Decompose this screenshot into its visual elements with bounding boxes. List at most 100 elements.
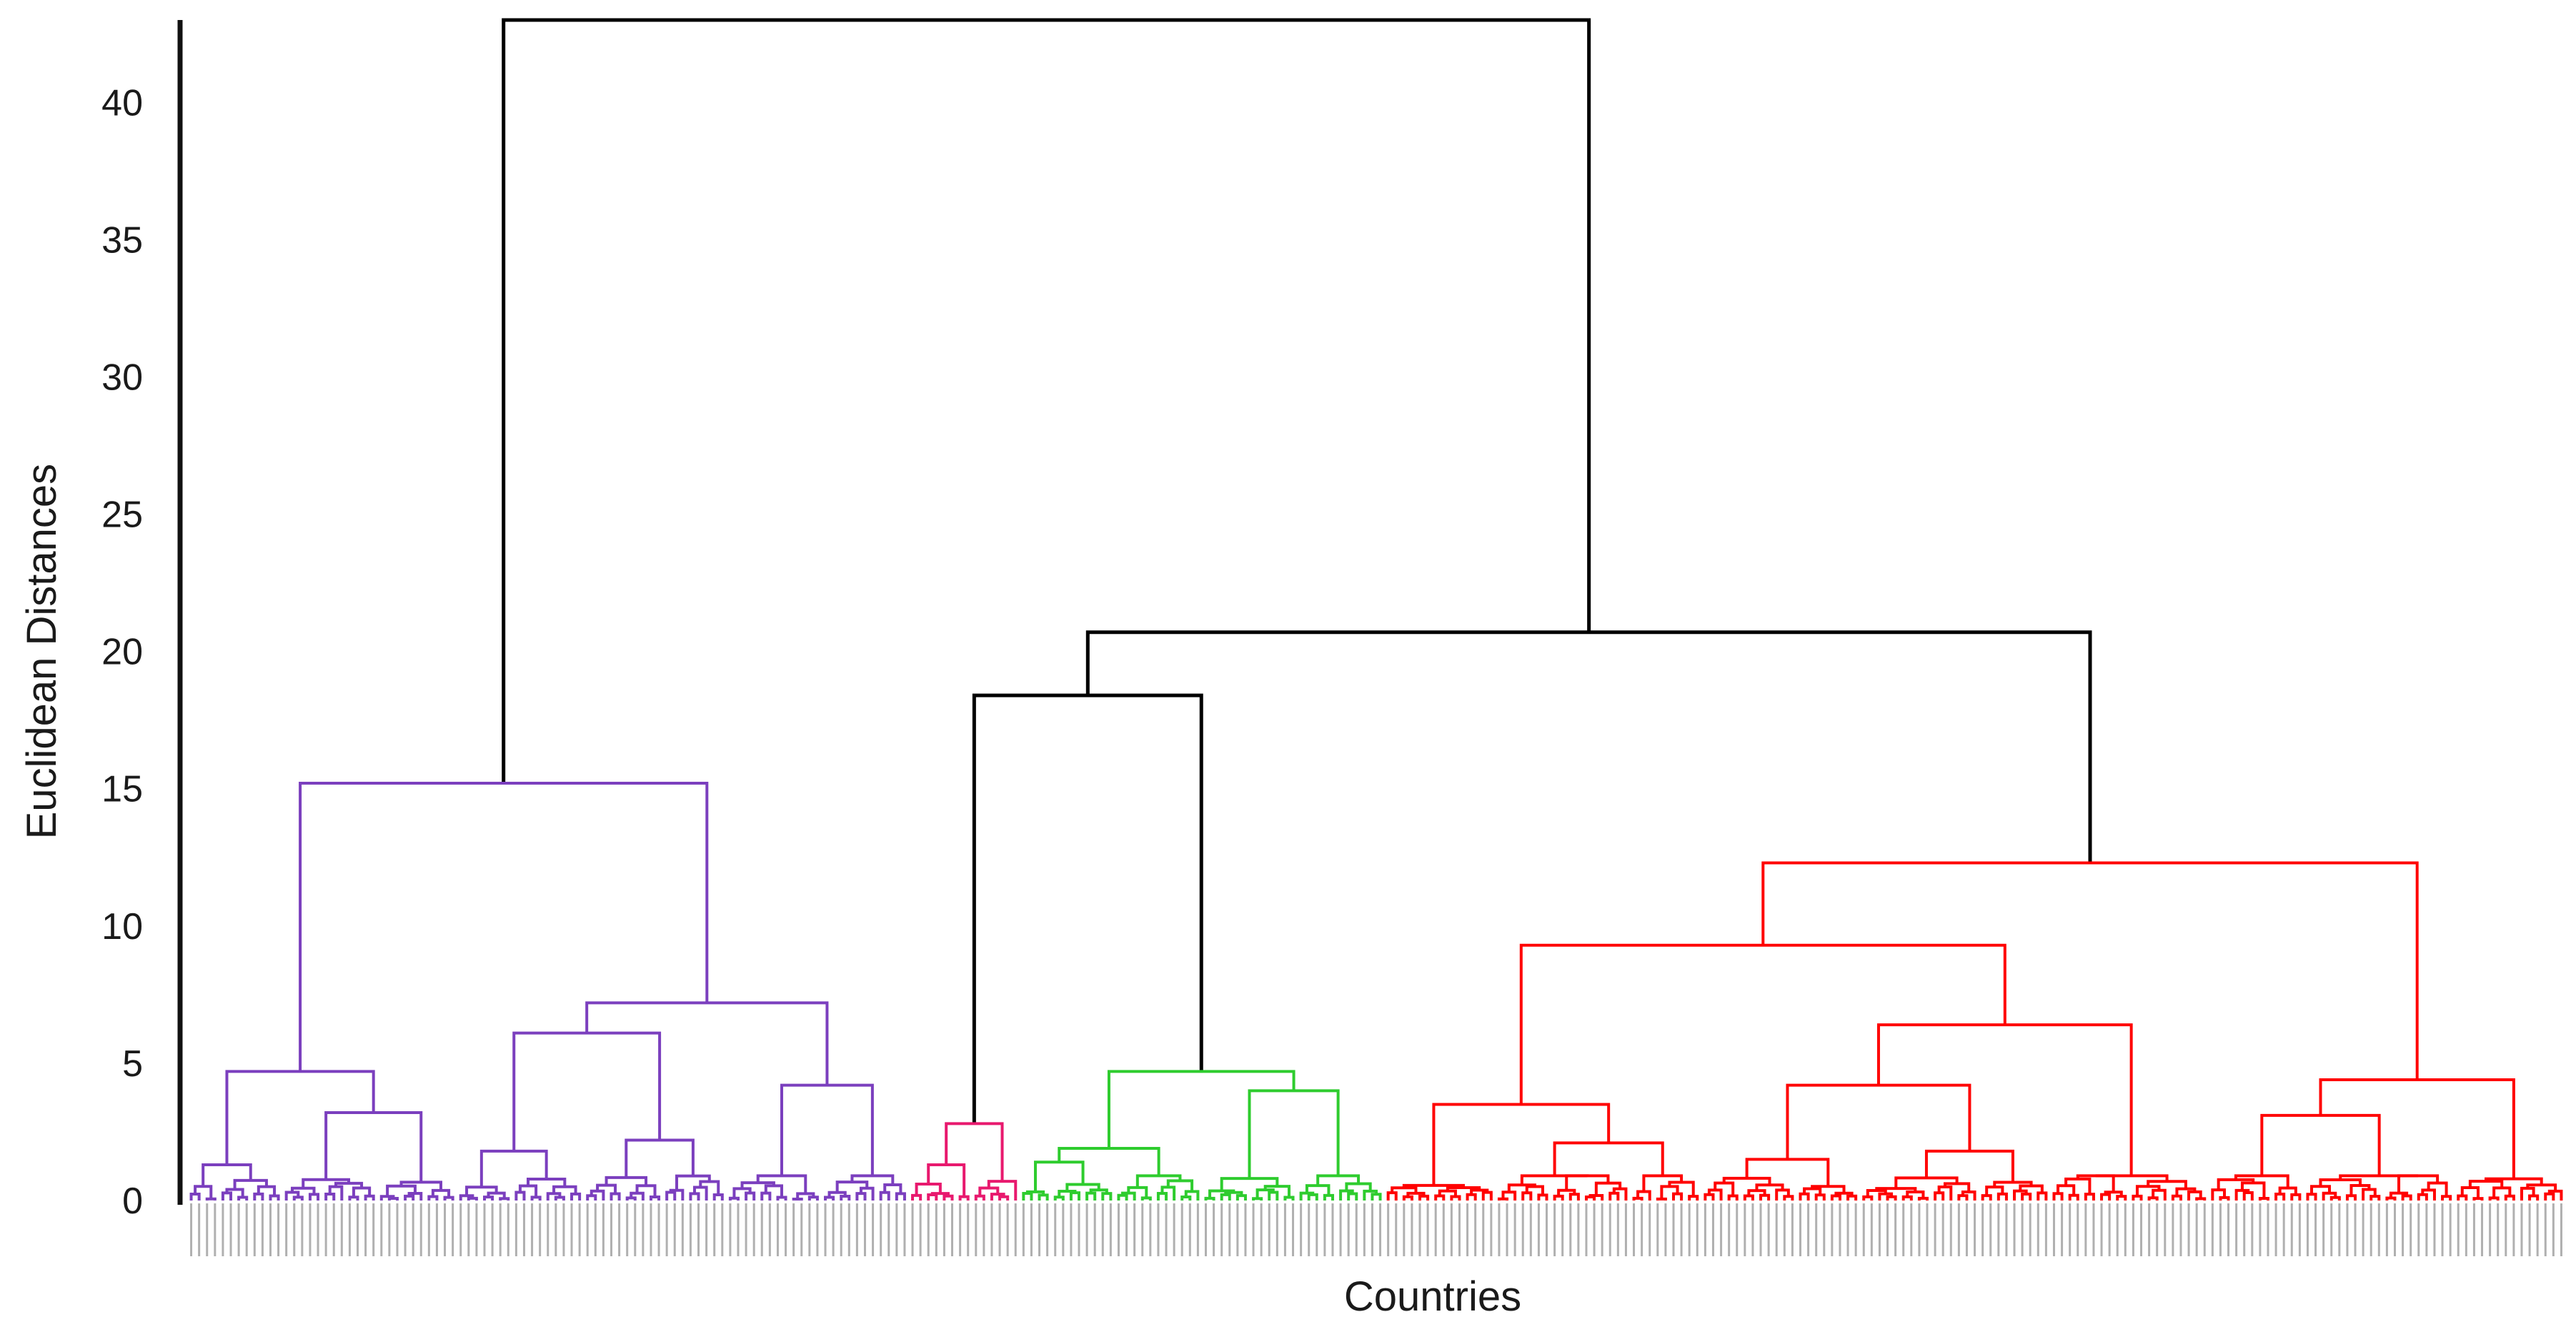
dendrogram-link — [1668, 1181, 1695, 1197]
dendrogram-link — [202, 1163, 252, 1187]
dendrogram-link — [1632, 1196, 1643, 1201]
dendrogram-link — [958, 1195, 970, 1201]
dendrogram-link — [1402, 1195, 1413, 1201]
dendrogram-link — [1803, 1187, 1822, 1196]
dendrogram-link — [1660, 1185, 1679, 1199]
dendrogram-link — [987, 1180, 1018, 1201]
dendrogram-link — [1594, 1181, 1622, 1196]
dendrogram-link — [1089, 1188, 1108, 1194]
dendrogram-link — [1786, 1083, 1971, 1160]
dendrogram-link — [807, 1196, 819, 1201]
dendrogram-link — [1085, 1191, 1097, 1201]
dendrogram-link — [1117, 1193, 1128, 1201]
dendrogram-link — [945, 1122, 1004, 1182]
dendrogram-link — [732, 1187, 752, 1198]
dendrogram-link — [1985, 1186, 2004, 1196]
dendrogram-tree — [189, 18, 2563, 1201]
dendrogram-link — [431, 1188, 451, 1198]
dendrogram-link — [2211, 1188, 2226, 1201]
dendrogram-link — [689, 1192, 700, 1201]
dendrogram-link — [2441, 1195, 2452, 1201]
dendrogram-link — [855, 1192, 867, 1201]
dendrogram-link — [625, 1138, 695, 1178]
dendrogram-link — [596, 1183, 617, 1194]
dendrogram-link — [605, 1176, 648, 1186]
dendrogram-link — [237, 1196, 249, 1201]
dendrogram-link — [1316, 1174, 1361, 1186]
y-tick-label: 10 — [101, 906, 143, 948]
dendrogram-link — [1184, 1190, 1200, 1201]
dendrogram-link — [1386, 1191, 1398, 1201]
dendrogram-link — [269, 1194, 280, 1201]
dendrogram-link — [610, 1192, 621, 1201]
dendrogram-link — [1085, 630, 2092, 863]
dendrogram-link — [760, 1191, 772, 1201]
dendrogram-link — [1434, 1194, 1446, 1201]
dendrogram-link — [499, 1197, 510, 1201]
dendrogram-link — [2417, 1193, 2428, 1201]
dendrogram-link — [552, 1185, 577, 1194]
dendrogram-link — [2013, 1189, 2028, 1201]
dendrogram-link — [1814, 1193, 1826, 1201]
dendrogram-link — [2260, 1113, 2381, 1176]
dendrogram-link — [1876, 1023, 2133, 1176]
dendrogram-link — [1418, 1194, 1430, 1201]
dendrogram-link — [2421, 1188, 2436, 1201]
dendrogram-link — [530, 1196, 542, 1201]
dendrogram-link — [1565, 1174, 1610, 1191]
y-axis-title: Euclidean Distances — [19, 464, 65, 840]
dendrogram-link — [2021, 1193, 2032, 1201]
y-tick-label: 20 — [101, 632, 143, 673]
dendrogram-link — [514, 1191, 526, 1201]
dendrogram-link — [427, 1195, 439, 1201]
dendrogram-link — [1481, 1191, 1493, 1201]
dendrogram-link — [328, 1185, 344, 1201]
dendrogram-link — [348, 1196, 359, 1201]
dendrogram-link — [776, 1196, 787, 1201]
dendrogram-link — [1906, 1190, 1925, 1198]
dendrogram-link — [2544, 1192, 2555, 1201]
dendrogram-link — [1220, 1177, 1279, 1191]
dendrogram-link — [1608, 1191, 1620, 1201]
dendrogram-link — [1220, 1193, 1231, 1201]
dendrogram-link — [1466, 1193, 1477, 1201]
dendrogram-link — [1160, 1186, 1176, 1201]
dendrogram-link — [2349, 1183, 2371, 1196]
dendrogram-link — [465, 1186, 498, 1196]
dendrogram-link — [1688, 1195, 1699, 1201]
dendrogram-link — [387, 1197, 399, 1201]
dendrogram-link — [2175, 1187, 2197, 1196]
dendrogram-link — [915, 1182, 942, 1196]
dendrogram-link — [1612, 1187, 1628, 1201]
dendrogram-link — [404, 1194, 415, 1201]
dendrogram-link — [1937, 1185, 1953, 1201]
dendrogram-link — [1761, 861, 2419, 1080]
dendrogram-link — [712, 1193, 724, 1201]
y-tick-label: 30 — [101, 357, 143, 398]
dendrogram-link — [859, 1186, 875, 1201]
dendrogram-link — [2520, 1186, 2535, 1201]
dendrogram-link — [756, 1174, 807, 1194]
dendrogram-link — [1069, 1191, 1080, 1201]
dendrogram-link — [1537, 1193, 1548, 1201]
dendrogram-link — [1636, 1190, 1651, 1201]
dendrogram-link — [1894, 1176, 1959, 1189]
dendrogram-link — [1553, 1141, 1664, 1176]
dendrogram-link — [827, 1191, 847, 1198]
dendrogram-link — [284, 1191, 300, 1201]
dendrogram-link — [2345, 1194, 2357, 1201]
dendrogram-link — [1924, 1149, 2014, 1183]
dendrogram-link — [2068, 1193, 2079, 1201]
dendrogram-link — [2385, 1196, 2397, 1201]
dendrogram-link — [850, 1174, 895, 1186]
dendrogram-link — [1248, 1089, 1340, 1179]
dendrogram-link — [1943, 1182, 1971, 1192]
dendrogram-link — [302, 1178, 351, 1188]
dendrogram-link — [2240, 1181, 2266, 1198]
dendrogram-link — [2274, 1192, 2286, 1201]
dendrogram-link — [1038, 1193, 1049, 1201]
dendrogram-link — [1642, 1174, 1684, 1192]
dendrogram-link — [233, 1178, 268, 1190]
dendrogram-link — [1252, 1197, 1263, 1201]
dendrogram-link — [1917, 1196, 1929, 1201]
